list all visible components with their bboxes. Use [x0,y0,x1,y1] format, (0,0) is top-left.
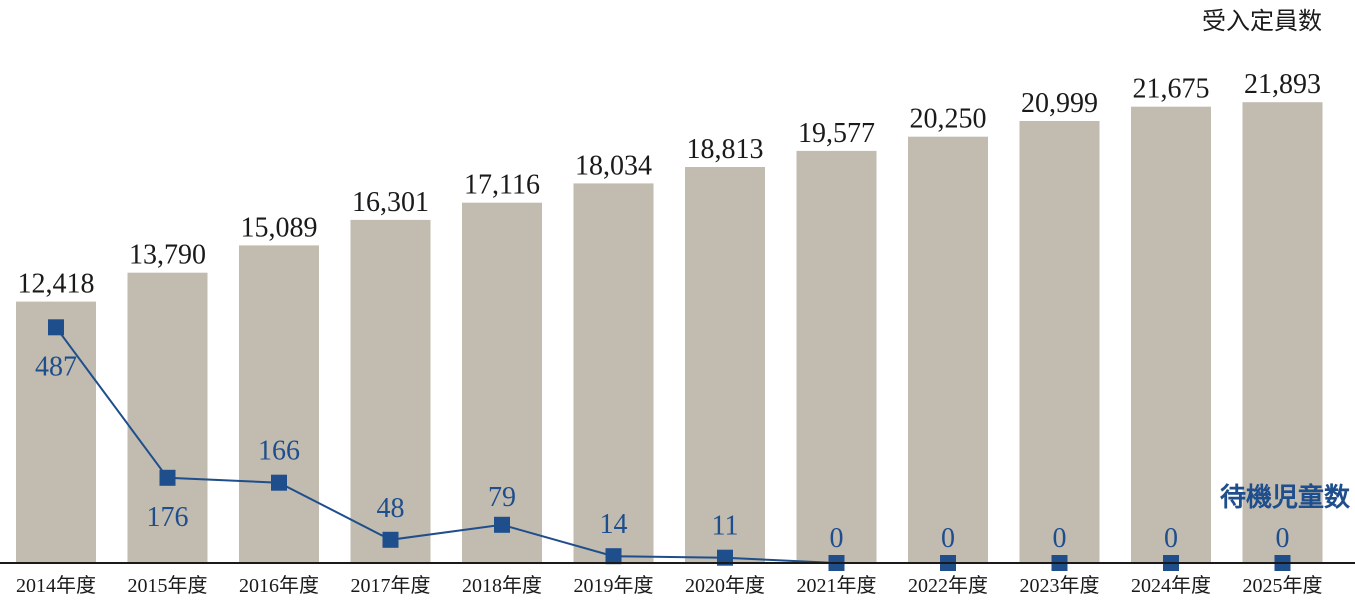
line-value-label: 0 [1164,523,1178,554]
bar [796,150,877,563]
line-value-label: 166 [258,436,300,467]
x-tick-label: 2017年度 [351,574,431,597]
x-tick-label: 2021年度 [797,574,877,597]
bar-value-label: 20,250 [910,104,987,135]
bar-value-label: 12,418 [18,269,95,300]
line-value-label: 0 [1053,523,1067,554]
bar [1242,102,1323,563]
line-value-label: 176 [147,502,189,533]
x-tick-label: 2014年度 [16,574,96,597]
line-value-label: 11 [712,511,739,542]
line-point-marker [717,549,733,566]
line-value-label: 0 [941,523,955,554]
x-tick-label: 2018年度 [462,574,542,597]
bar [908,136,988,563]
line-point-marker [159,469,176,486]
x-tick-label: 2024年度 [1131,574,1211,597]
bars-layer [16,102,1323,563]
bar [1131,106,1211,563]
bar [239,245,319,563]
line-value-label: 0 [830,523,844,554]
bar-value-label: 21,893 [1244,69,1321,100]
line-value-label: 48 [377,493,405,524]
bar-value-label: 13,790 [129,240,206,271]
bar-value-label: 19,577 [798,118,875,149]
bar-value-label: 16,301 [352,187,429,218]
bar [685,167,765,563]
x-tick-label: 2016年度 [239,574,319,597]
line-value-label: 14 [600,509,628,540]
bar [350,219,431,563]
x-tick-label: 2022年度 [908,574,988,597]
bar [127,272,208,563]
legend-bar-series: 受入定員数 [1202,7,1322,35]
line-value-label: 79 [488,482,516,513]
bar [462,202,542,563]
line-point-marker [48,319,64,336]
x-tick-label: 2019年度 [574,574,654,597]
bar [573,183,654,563]
line-point-marker [605,548,622,565]
x-tick-label: 2023年度 [1020,574,1100,597]
labels-layer: 12,418 2014年度 13,790 2015年度 15,089 2016年度 16,3… [16,69,1323,597]
x-tick-label: 2015年度 [128,574,208,597]
bar-value-label: 15,089 [241,212,318,243]
legend-line-series: 待機児童数 [1220,482,1351,513]
x-tick-label: 2025年度 [1243,574,1323,597]
line-point-marker [494,516,510,533]
bar [16,301,96,563]
bar-value-label: 17,116 [464,170,540,201]
line-point-marker [382,531,399,548]
line-point-marker [271,474,287,491]
bar-value-label: 20,999 [1021,88,1098,119]
bar-value-label: 18,813 [687,134,764,165]
bar [1019,121,1100,563]
line-value-label: 0 [1276,523,1290,554]
x-tick-label: 2020年度 [685,574,765,597]
bar-value-label: 21,675 [1133,74,1210,105]
bar-value-label: 18,034 [575,150,652,181]
line-layer [48,319,1291,571]
line-value-label: 487 [35,351,77,382]
